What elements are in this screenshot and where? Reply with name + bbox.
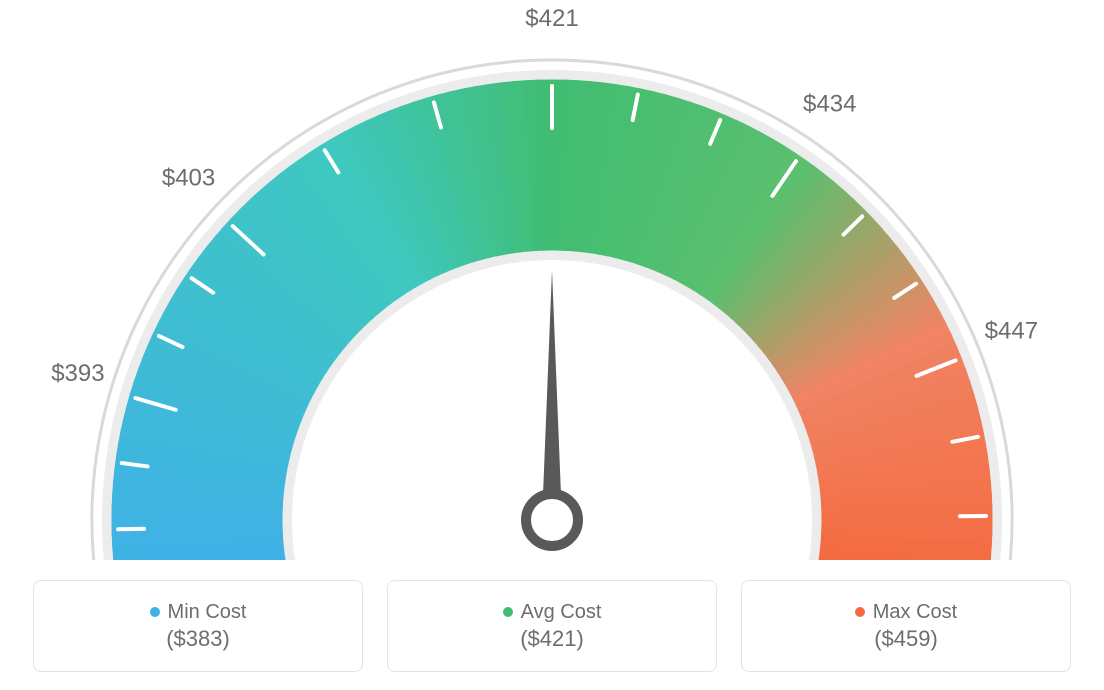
- legend-cards: Min Cost ($383) Avg Cost ($421) Max Cost…: [0, 580, 1104, 672]
- max-dot-icon: [855, 607, 865, 617]
- gauge-svg: $383$393$403$421$434$447$459: [0, 0, 1104, 560]
- max-cost-value: ($459): [874, 626, 938, 652]
- min-cost-card: Min Cost ($383): [33, 580, 363, 672]
- svg-text:$421: $421: [525, 5, 578, 32]
- max-cost-label: Max Cost: [873, 601, 957, 624]
- avg-dot-icon: [503, 607, 513, 617]
- avg-cost-value: ($421): [520, 626, 584, 652]
- min-cost-label: Min Cost: [168, 601, 247, 624]
- svg-text:$434: $434: [803, 90, 856, 117]
- svg-text:$403: $403: [162, 164, 215, 191]
- min-cost-value: ($383): [166, 626, 230, 652]
- gauge-chart: $383$393$403$421$434$447$459: [0, 0, 1104, 560]
- svg-text:$447: $447: [985, 317, 1038, 344]
- svg-text:$393: $393: [51, 360, 104, 387]
- max-cost-card: Max Cost ($459): [741, 580, 1071, 672]
- avg-cost-label: Avg Cost: [521, 601, 602, 624]
- avg-cost-card: Avg Cost ($421): [387, 580, 717, 672]
- min-dot-icon: [150, 607, 160, 617]
